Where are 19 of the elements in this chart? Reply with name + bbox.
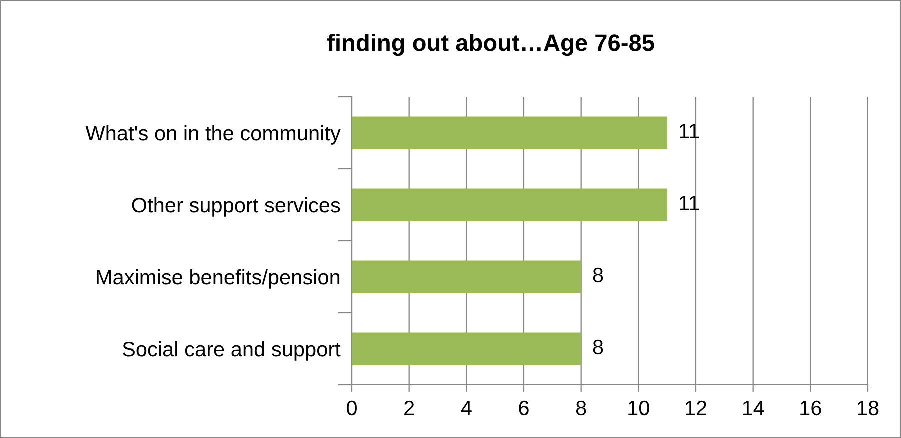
x-tick-label: 4 bbox=[461, 401, 472, 416]
data-label: 11 bbox=[680, 196, 700, 210]
x-tick-label: 2 bbox=[404, 400, 414, 416]
data-label: 8 bbox=[593, 340, 604, 355]
x-tick-label: 0 bbox=[347, 400, 357, 416]
chart-title: finding out about…Age 76-85 bbox=[327, 34, 654, 56]
x-tick-label: 6 bbox=[519, 400, 529, 416]
y-tick-label: Social care and support bbox=[122, 341, 341, 361]
x-tick-label: 8 bbox=[576, 400, 586, 416]
x-tick-label: 18 bbox=[858, 400, 879, 416]
x-tick-label: 16 bbox=[800, 400, 822, 416]
y-tick-label: Other support services bbox=[132, 197, 340, 217]
x-tick-label: 12 bbox=[686, 400, 707, 416]
x-tick-label: 10 bbox=[628, 400, 650, 416]
data-label: 11 bbox=[680, 124, 700, 138]
y-tick-label: Maximise benefits/pension bbox=[97, 269, 340, 289]
x-tick-label: 14 bbox=[743, 401, 764, 416]
data-label: 8 bbox=[593, 268, 604, 283]
y-tick-label: What's on in the community bbox=[86, 125, 341, 145]
